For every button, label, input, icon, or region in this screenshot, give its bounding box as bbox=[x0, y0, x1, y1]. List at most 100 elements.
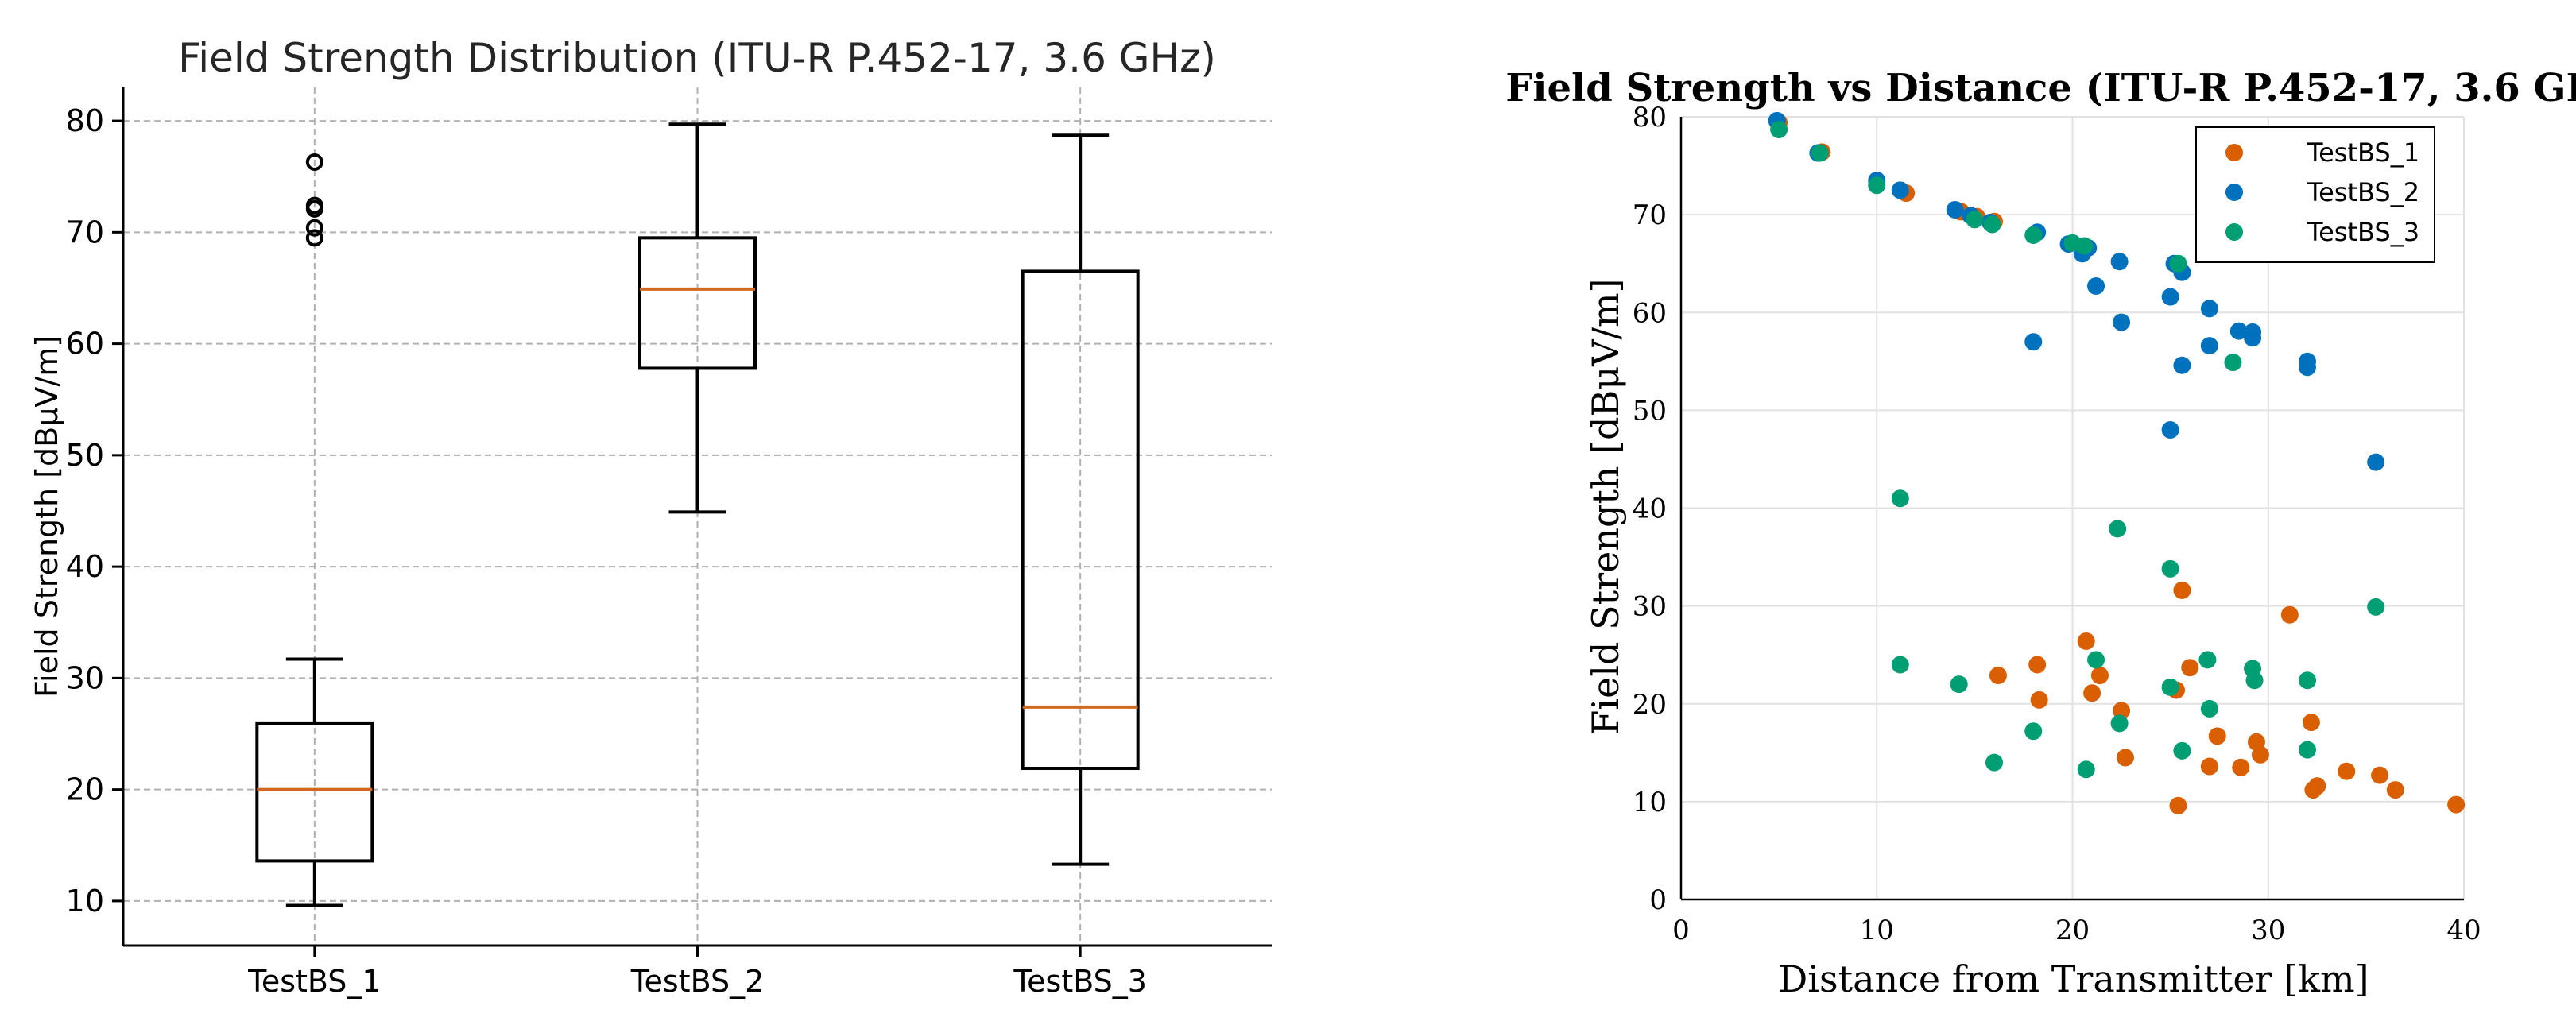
data-point bbox=[2077, 632, 2095, 650]
y-tick-label: 70 bbox=[66, 215, 104, 250]
legend-marker bbox=[2225, 144, 2243, 161]
x-tick-label: 30 bbox=[2251, 915, 2285, 946]
data-point bbox=[1950, 675, 1968, 694]
y-tick-label: 10 bbox=[1633, 787, 1667, 818]
data-point bbox=[1983, 215, 2001, 234]
legend-label: TestBS_1 bbox=[2307, 137, 2419, 168]
scatter-plot-chart: Field Strength vs Distance (ITU-R P.452-… bbox=[1505, 66, 2576, 1000]
data-point bbox=[2169, 254, 2187, 273]
data-point bbox=[2386, 781, 2404, 799]
box-2 bbox=[638, 122, 757, 514]
data-point bbox=[1868, 176, 1886, 195]
data-point bbox=[2208, 727, 2226, 745]
data-point bbox=[2198, 651, 2217, 669]
data-point bbox=[2200, 337, 2218, 355]
data-point bbox=[2229, 322, 2248, 340]
data-point bbox=[2447, 795, 2466, 814]
data-point bbox=[2110, 253, 2129, 271]
data-point bbox=[2169, 796, 2187, 814]
box-plot-boxes bbox=[255, 122, 1140, 907]
scatter-plot-axes: 0 10 20 30 40 50 60 70 80 0 10 20 30 40 bbox=[1633, 102, 2481, 946]
data-point bbox=[2367, 598, 2385, 616]
y-tick-label: 80 bbox=[1633, 102, 1667, 133]
data-point bbox=[2200, 300, 2218, 318]
data-point bbox=[2161, 421, 2179, 439]
y-tick-label: 20 bbox=[66, 772, 104, 807]
data-point bbox=[2181, 659, 2199, 677]
y-tick-label: 10 bbox=[66, 884, 104, 919]
data-point bbox=[2244, 329, 2262, 347]
interquartile-box bbox=[1021, 269, 1140, 770]
data-point bbox=[2308, 777, 2326, 795]
series-3 bbox=[1770, 121, 2385, 779]
data-point bbox=[2367, 453, 2385, 471]
interquartile-box bbox=[255, 721, 374, 863]
y-tick-label: 50 bbox=[1633, 395, 1667, 427]
data-point bbox=[2251, 745, 2269, 764]
y-tick-label: 40 bbox=[1633, 493, 1667, 525]
data-point bbox=[1891, 181, 1909, 199]
data-point bbox=[2161, 288, 2179, 306]
y-tick-label: 30 bbox=[66, 660, 104, 695]
scatter-plot-y-axis-label: Field Strength [dBμV/m] bbox=[1584, 278, 1627, 735]
y-tick-label: 60 bbox=[1633, 297, 1667, 329]
outlier-point bbox=[305, 229, 323, 247]
y-tick-label: 50 bbox=[66, 438, 104, 473]
outlier-point bbox=[305, 199, 323, 218]
data-point bbox=[2161, 678, 2179, 696]
data-point bbox=[2299, 358, 2316, 377]
x-tick-label: 0 bbox=[1672, 915, 1690, 946]
data-point bbox=[2083, 684, 2101, 702]
data-point bbox=[1811, 144, 1829, 162]
data-point bbox=[1946, 200, 1964, 219]
y-tick-label: 0 bbox=[1649, 884, 1667, 916]
box-plot-y-axis-label: Field Strength [dBμV/m] bbox=[29, 335, 64, 698]
box-plot-chart: Field Strength Distribution (ITU-R P.452… bbox=[29, 35, 1272, 999]
interquartile-box bbox=[638, 236, 757, 370]
data-point bbox=[2161, 559, 2179, 578]
x-tick-label: TestBS_3 bbox=[1013, 964, 1147, 999]
data-point bbox=[2200, 757, 2218, 776]
data-point bbox=[1966, 211, 1984, 229]
data-point bbox=[2173, 741, 2191, 760]
x-tick-label: 40 bbox=[2446, 915, 2481, 946]
data-point bbox=[1989, 667, 2007, 685]
data-point bbox=[2110, 714, 2129, 733]
box-3 bbox=[1021, 133, 1140, 866]
data-point bbox=[2232, 758, 2250, 776]
data-point bbox=[1985, 753, 2003, 772]
data-point bbox=[2109, 520, 2127, 538]
data-point bbox=[1891, 656, 1909, 674]
data-point bbox=[2299, 741, 2316, 759]
data-point bbox=[2090, 667, 2109, 685]
data-point bbox=[1891, 489, 1909, 508]
data-point bbox=[2299, 671, 2316, 690]
scatter-plot-legend: TestBS_1 TestBS_2 TestBS_3 bbox=[2195, 126, 2435, 263]
data-point bbox=[2028, 656, 2047, 674]
x-tick-label: 10 bbox=[1860, 915, 1894, 946]
data-point bbox=[2087, 277, 2105, 296]
y-tick-label: 20 bbox=[1633, 689, 1667, 721]
data-point bbox=[2024, 722, 2043, 741]
data-point bbox=[2077, 760, 2095, 779]
y-tick-label: 60 bbox=[66, 327, 104, 362]
legend-marker bbox=[2225, 184, 2243, 201]
y-tick-label: 30 bbox=[1633, 591, 1667, 623]
data-point bbox=[2024, 333, 2043, 351]
legend-label: TestBS_2 bbox=[2307, 177, 2419, 207]
data-point bbox=[1770, 121, 1788, 139]
box-1 bbox=[255, 153, 374, 907]
y-tick-label: 40 bbox=[66, 549, 104, 584]
data-point bbox=[2075, 237, 2094, 255]
data-point bbox=[2338, 762, 2356, 780]
scatter-plot-title: Field Strength vs Distance (ITU-R P.452-… bbox=[1505, 66, 2576, 110]
data-point bbox=[2371, 766, 2389, 784]
scatter-plot-x-axis-label: Distance from Transmitter [km] bbox=[1778, 957, 2369, 1000]
box-plot-title: Field Strength Distribution (ITU-R P.452… bbox=[178, 35, 1216, 81]
data-point bbox=[2280, 605, 2299, 624]
x-tick-label: 20 bbox=[2055, 915, 2090, 946]
y-tick-label: 80 bbox=[66, 103, 104, 138]
data-point bbox=[2087, 651, 2105, 669]
data-point bbox=[2173, 581, 2191, 599]
